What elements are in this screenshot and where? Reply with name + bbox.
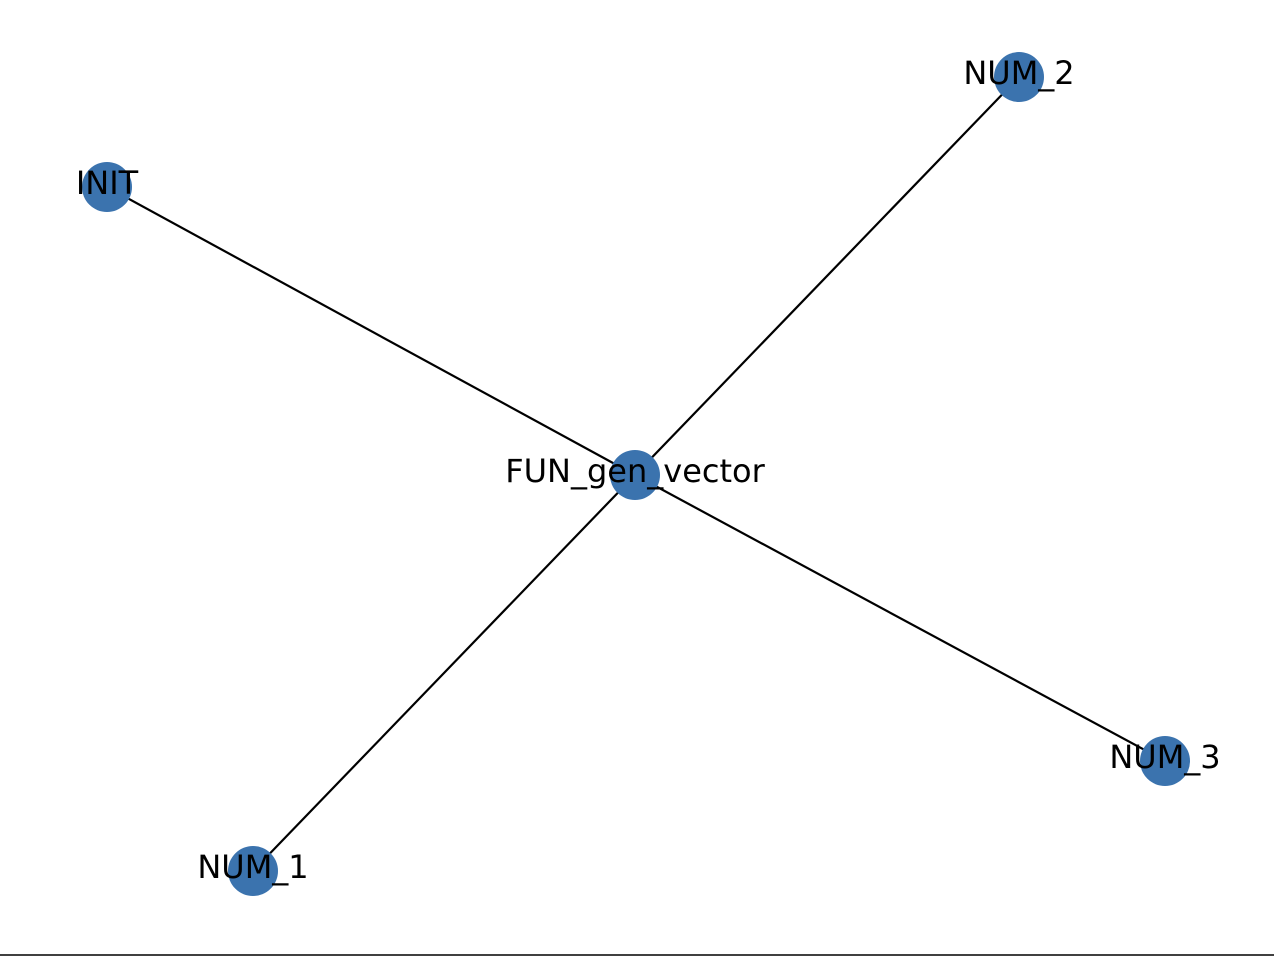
node-NUM_2 xyxy=(994,52,1044,102)
nodes-layer xyxy=(82,52,1190,896)
edge-FUN_gen_vector-NUM_1 xyxy=(252,474,636,872)
node-label-FUN_gen_vector: FUN_gen_vector xyxy=(505,452,765,490)
node-FUN_gen_vector xyxy=(610,450,660,500)
node-NUM_3 xyxy=(1140,736,1190,786)
edges-layer xyxy=(106,76,1166,872)
node-INIT xyxy=(82,162,132,212)
edge-FUN_gen_vector-NUM_3 xyxy=(634,474,1166,762)
edge-INIT-FUN_gen_vector xyxy=(106,186,636,476)
labels-layer: FUN_gen_vector INIT NUM_1 NUM_2 NUM_3 xyxy=(76,54,1221,886)
node-label-NUM_3: NUM_3 xyxy=(1109,738,1220,776)
edge-FUN_gen_vector-NUM_2 xyxy=(634,76,1020,476)
node-NUM_1 xyxy=(228,846,278,896)
node-label-INIT: INIT xyxy=(76,164,139,202)
node-label-NUM_2: NUM_2 xyxy=(963,54,1074,92)
node-label-NUM_1: NUM_1 xyxy=(197,848,308,886)
